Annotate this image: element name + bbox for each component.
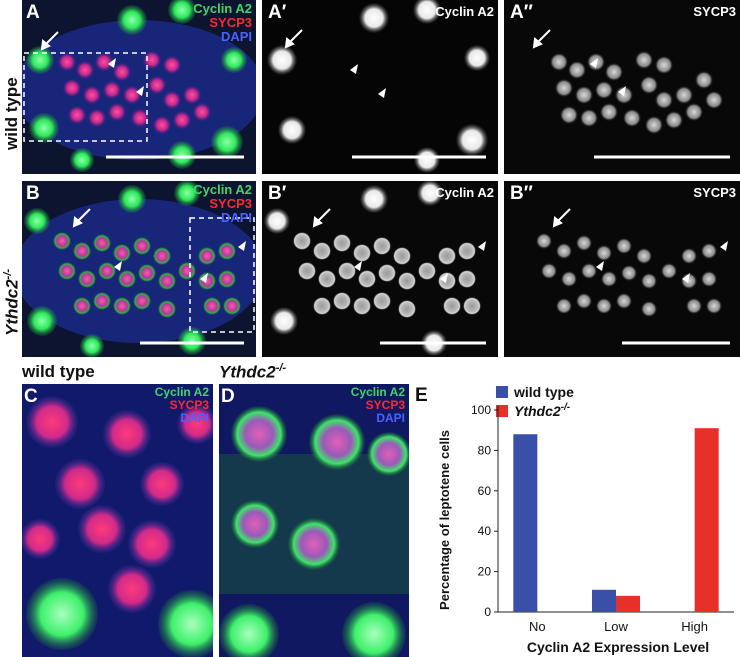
channel-label-b-double-prime: SYCP3 xyxy=(693,185,736,200)
title-wild-type-c: wild type xyxy=(22,362,95,381)
bar-ythdc2-high xyxy=(694,428,719,612)
x-axis-label: Cyclin A2 Expression Level xyxy=(527,639,709,655)
panel-b-prime-image xyxy=(262,181,498,357)
x-tick-label: High xyxy=(681,619,708,634)
channel-cyclin-a2: Cyclin A2 xyxy=(193,182,252,197)
panel-a-double-prime: A″ SYCP3 xyxy=(504,0,740,174)
chart-legend: wild type Ythdc2-/- xyxy=(496,384,574,419)
channel-legend-b: Cyclin A2 SYCP3 DAPI xyxy=(193,183,252,225)
y-tick-label: 100 xyxy=(471,403,491,417)
row-label-wild-type: wild type xyxy=(2,77,21,150)
x-tick-label: No xyxy=(529,619,546,634)
y-axis-label: Percentage of leptotene cells xyxy=(437,430,452,610)
channel-label-a-prime: Cyclin A2 xyxy=(435,4,494,19)
channel-dapi: DAPI xyxy=(376,411,405,425)
channel-sycp3: SYCP3 xyxy=(169,398,209,412)
channel-legend-a: Cyclin A2 SYCP3 DAPI xyxy=(193,2,252,44)
panel-label-b-double-prime: B″ xyxy=(510,183,533,204)
panel-b: B Cyclin A2 SYCP3 DAPI xyxy=(22,181,256,357)
bar-ythdc2-low xyxy=(616,595,640,612)
legend-swatch-1 xyxy=(496,405,508,417)
title-ythdc2-d: Ythdc2-/- xyxy=(219,362,286,383)
panel-a: A Cyclin A2 SYCP3 DAPI xyxy=(22,0,256,174)
channel-cyclin-a2: Cyclin A2 xyxy=(350,385,405,399)
panel-label-b: B xyxy=(26,183,40,204)
panel-b-double-prime-image xyxy=(504,181,740,357)
title-ythdc2-sup: -/- xyxy=(275,362,287,374)
panel-d: D Cyclin A2 SYCP3 DAPI xyxy=(219,384,409,657)
panel-label-e: E xyxy=(415,385,428,406)
y-tick-label: 60 xyxy=(478,484,492,498)
channel-dapi: DAPI xyxy=(220,29,252,44)
channel-cyclin-a2: Cyclin A2 xyxy=(154,385,209,399)
panel-b-image xyxy=(22,181,256,357)
x-tick-label: Low xyxy=(604,619,628,634)
channel-sycp3: SYCP3 xyxy=(365,398,405,412)
panel-d-image xyxy=(219,384,409,657)
y-tick-label: 0 xyxy=(484,605,491,619)
panel-c: C Cyclin A2 SYCP3 DAPI xyxy=(22,384,213,657)
panel-b-prime: B′ Cyclin A2 xyxy=(262,181,498,357)
panel-label-c: C xyxy=(24,386,38,407)
channel-cyclin-a2: Cyclin A2 xyxy=(193,1,252,16)
channel-sycp3: SYCP3 xyxy=(209,196,252,211)
title-ythdc2-gene: Ythdc2 xyxy=(219,362,276,382)
panel-label-b-prime: B′ xyxy=(268,183,287,204)
legend-swatch-0 xyxy=(496,386,508,398)
channel-legend-c: Cyclin A2 SYCP3 DAPI xyxy=(155,386,209,425)
chart-svg: wild type Ythdc2-/- 0 20 40 60 80 100 No Low High… xyxy=(437,384,734,655)
y-tick-label: 20 xyxy=(478,565,492,579)
panel-a-double-prime-image xyxy=(504,0,740,174)
channel-legend-d: Cyclin A2 SYCP3 DAPI xyxy=(351,386,405,425)
panel-b-double-prime: B″ SYCP3 xyxy=(504,181,740,357)
channel-dapi: DAPI xyxy=(220,210,252,225)
panel-a-prime: A′ Cyclin A2 xyxy=(262,0,498,174)
panel-e-chart: wild type Ythdc2-/- 0 20 40 60 80 100 No Low High… xyxy=(412,380,740,657)
y-tick-label: 40 xyxy=(478,524,492,538)
row-label-ythdc2-gene: Ythdc2 xyxy=(2,279,22,336)
panel-label-d: D xyxy=(221,386,235,407)
panel-label-a-double-prime: A″ xyxy=(510,2,533,23)
bar-wild-type-no xyxy=(513,434,538,612)
panel-a-image xyxy=(22,0,256,174)
panel-label-a-prime: A′ xyxy=(268,2,287,23)
legend-label-1: Ythdc2-/- xyxy=(514,402,571,419)
channel-sycp3: SYCP3 xyxy=(209,15,252,30)
legend-label-0: wild type xyxy=(513,384,574,400)
y-tick-label: 80 xyxy=(478,443,492,457)
panel-label-a: A xyxy=(26,2,40,23)
row-label-ythdc2: Ythdc2-/- xyxy=(2,269,23,336)
panel-c-image xyxy=(22,384,213,657)
chart-bars xyxy=(513,428,719,612)
channel-label-a-double-prime: SYCP3 xyxy=(693,4,736,19)
channel-label-b-prime: Cyclin A2 xyxy=(435,185,494,200)
row-label-ythdc2-sup: -/- xyxy=(2,268,14,280)
bar-wild-type-low xyxy=(592,589,616,612)
panel-a-prime-image xyxy=(262,0,498,174)
channel-dapi: DAPI xyxy=(180,411,209,425)
